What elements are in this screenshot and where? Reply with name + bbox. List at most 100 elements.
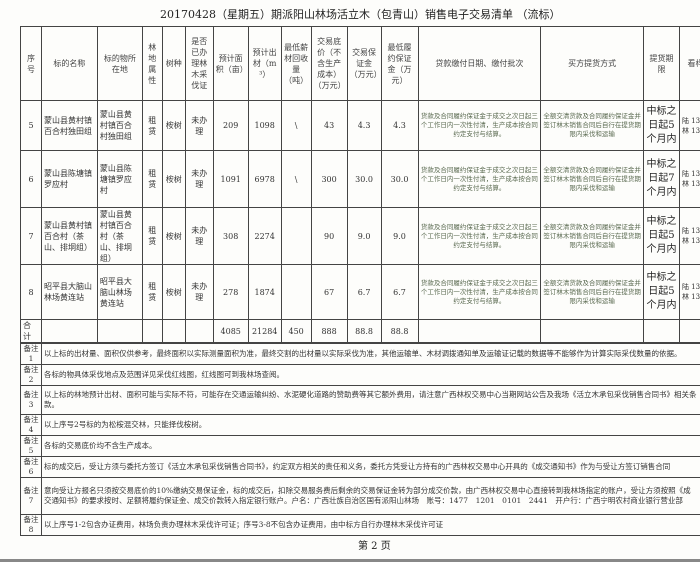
cell-species: 桉树 xyxy=(162,101,185,151)
cell-deposit: 9.0 xyxy=(347,208,381,265)
column-header: 看样联 xyxy=(679,27,700,101)
cell-perf: 6.7 xyxy=(381,265,418,320)
cell-contact: 陆 1359 林 1359 xyxy=(679,151,700,208)
total-firewood: 450 xyxy=(281,320,311,343)
cell-species: 桉树 xyxy=(162,265,185,320)
main-table: 序号标的名称标的物所在地林地属性树种是否已办理林木采伐证预计面积（亩）预计出材（… xyxy=(20,26,700,343)
total-empty-cell xyxy=(644,320,680,343)
total-empty-cell xyxy=(142,320,162,343)
note-label: 备注1 xyxy=(21,344,42,365)
cell-species: 桉树 xyxy=(162,208,185,265)
cell-payment: 货款及合同履约保证金于成交之次日起三个工作日内一次性付清，生产成本按合同约定支付… xyxy=(418,151,541,208)
cell-area: 308 xyxy=(213,208,248,265)
cell-contact: 陆 1359 林 1359 xyxy=(679,265,700,320)
note-text: 各标的物具体采伐地点及范围详见采伐红线图，红线图可到我林场查阅。 xyxy=(42,365,700,386)
note-label: 备注8 xyxy=(21,515,42,536)
total-empty-cell xyxy=(541,320,644,343)
total-empty-cell xyxy=(679,320,700,343)
cell-permit: 未办理 xyxy=(185,151,213,208)
header-row: 序号标的名称标的物所在地林地属性树种是否已办理林木采伐证预计面积（亩）预计出材（… xyxy=(21,27,700,101)
column-header: 预计面积（亩） xyxy=(213,27,248,101)
total-perf: 88.8 xyxy=(381,320,418,343)
total-empty-cell xyxy=(162,320,185,343)
cell-area: 278 xyxy=(213,265,248,320)
cell-period: 中标之日起5个月内 xyxy=(644,265,680,320)
cell-price: 90 xyxy=(311,208,347,265)
column-header: 林地属性 xyxy=(142,27,162,101)
transaction-table: 序号标的名称标的物所在地林地属性树种是否已办理林木采伐证预计面积（亩）预计出材（… xyxy=(20,26,700,536)
cell-contact: 陆 1359 林 1359 xyxy=(679,208,700,265)
note-text: 标的成交后，受让方须与委托方签订《活立木承包采伐销售合同书》，约定双方相关的责任… xyxy=(42,457,700,478)
cell-volume: 6978 xyxy=(248,151,281,208)
column-header: 买方提货方式 xyxy=(541,27,644,101)
cell-pickup: 全额交清货款及合同履约保证金并签订林木销售合同后自行在提货期限内采伐和运输 xyxy=(541,101,644,151)
cell-location: 蒙山县黄村镇百合村（茶山、排垌组） xyxy=(97,208,142,265)
cell-firewood: \ xyxy=(281,151,311,208)
cell-name: 昭平县大脑山林场黄连站 xyxy=(41,265,97,320)
cell-name: 蒙山县陈塘镇罗应村 xyxy=(41,151,97,208)
total-price: 888 xyxy=(311,320,347,343)
cell-species: 桉树 xyxy=(162,151,185,208)
total-label: 合计 xyxy=(21,320,42,343)
cell-name: 蒙山县黄村镇百合村（茶山、排垌组） xyxy=(41,208,97,265)
cell-firewood xyxy=(281,265,311,320)
total-empty-cell xyxy=(418,320,541,343)
cell-no: 5 xyxy=(21,101,42,151)
column-header: 是否已办理林木采伐证 xyxy=(185,27,213,101)
total-empty-cell xyxy=(97,320,142,343)
total-empty-cell xyxy=(185,320,213,343)
cell-location: 昭平县大脑山林场黄连站 xyxy=(97,265,142,320)
cell-land: 租赁 xyxy=(142,265,162,320)
cell-permit: 未办理 xyxy=(185,265,213,320)
note-label: 备注4 xyxy=(21,415,42,436)
cell-name: 蒙山县黄村镇百合村独田组 xyxy=(41,101,97,151)
note-text: 各标的交易底价均不含生产成本。 xyxy=(42,436,700,457)
column-header: 预计出材（m³） xyxy=(248,27,281,101)
column-header: 最低履约保证金（万元） xyxy=(381,27,418,101)
cell-payment: 货款及合同履约保证金于成交之次日起三个工作日内一次性付清，生产成本按合同约定支付… xyxy=(418,101,541,151)
cell-pickup: 全额交清货款及合同履约保证金并签订林木销售合同后自行在提货期限内采伐和运输 xyxy=(541,265,644,320)
note-text: 以上序号1-2包含办证费用，林场负责办理林木采伐许可证；序号3-8不包含办证费用… xyxy=(42,515,700,536)
page-number: 第 2 页 xyxy=(0,536,700,559)
cell-deposit: 6.7 xyxy=(347,265,381,320)
column-header: 标的名称 xyxy=(41,27,97,101)
note-label: 备注2 xyxy=(21,365,42,386)
cell-price: 43 xyxy=(311,101,347,151)
cell-pickup: 全额交清货款及合同履约保证金并签订林木销售合同后自行在提货期限内采伐和运输 xyxy=(541,151,644,208)
cell-period: 中标之日起7个月内 xyxy=(644,151,680,208)
note-text: 以上标的出材量、面积仅供参考，最终面积以实际测量面积为准，最终交割的出材量以实际… xyxy=(42,344,700,365)
cell-firewood xyxy=(281,208,311,265)
total-volume: 21284 xyxy=(248,320,281,343)
cell-perf: 4.3 xyxy=(381,101,418,151)
total-deposit: 88.8 xyxy=(347,320,381,343)
total-empty-cell xyxy=(41,320,97,343)
cell-volume: 1874 xyxy=(248,265,281,320)
column-header: 标的物所在地 xyxy=(97,27,142,101)
cell-location: 蒙山县陈塘镇罗应村 xyxy=(97,151,142,208)
cell-period: 中标之日起5个月内 xyxy=(644,101,680,151)
cell-price: 300 xyxy=(311,151,347,208)
cell-firewood: \ xyxy=(281,101,311,151)
cell-permit: 未办理 xyxy=(185,101,213,151)
note-text: 以上序号2号标的为松桉混交林，只能择伐桉树。 xyxy=(42,415,700,436)
note-text: 意向受让方报名只须按交易底价的10%缴纳交易保证金，标的成交后，扣除交易服务费后… xyxy=(42,478,700,515)
cell-contact: 陆 1359 林 1359 xyxy=(679,101,700,151)
column-header: 提货期限 xyxy=(644,27,680,101)
column-header: 最低薪材回收量（吨） xyxy=(281,27,311,101)
cell-perf: 30.0 xyxy=(381,151,418,208)
cell-volume: 1098 xyxy=(248,101,281,151)
note-label: 备注5 xyxy=(21,436,42,457)
cell-no: 6 xyxy=(21,151,42,208)
note-label: 备注3 xyxy=(21,386,42,415)
cell-land: 租赁 xyxy=(142,208,162,265)
